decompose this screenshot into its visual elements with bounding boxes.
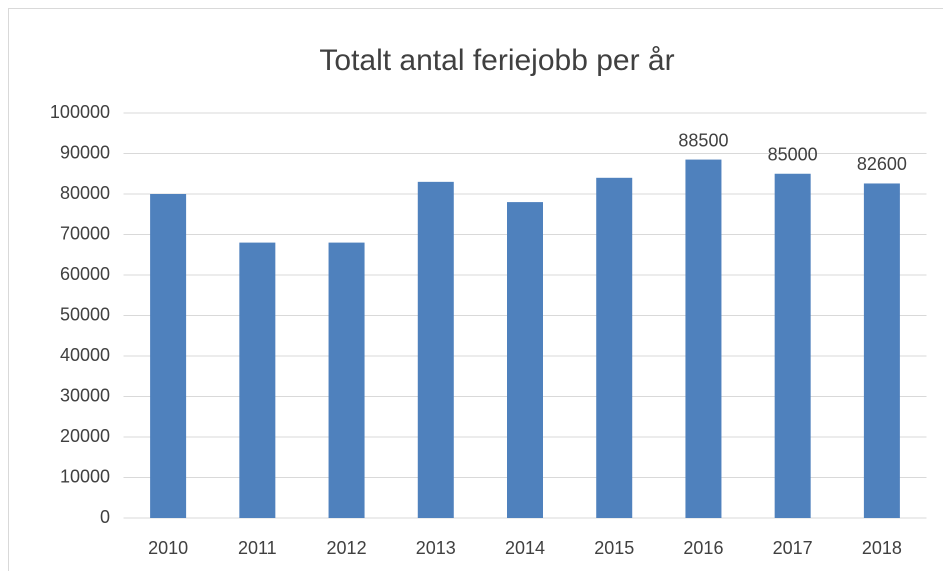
x-tick-label: 2014 — [505, 538, 545, 558]
chart-title: Totalt antal feriejobb per år — [319, 44, 674, 77]
y-tick-label: 30000 — [60, 385, 110, 405]
y-tick-label: 80000 — [60, 183, 110, 203]
y-tick-label: 20000 — [60, 426, 110, 446]
y-tick-label: 100000 — [50, 102, 110, 122]
bar — [239, 242, 276, 518]
chart-border — [8, 8, 943, 571]
x-tick-label: 2013 — [416, 538, 456, 558]
data-label: 85000 — [768, 145, 818, 165]
x-tick-label: 2016 — [683, 538, 723, 558]
x-tick-label: 2015 — [594, 538, 634, 558]
y-tick-label: 70000 — [60, 223, 110, 243]
bar — [596, 177, 633, 519]
y-tick-label: 10000 — [60, 466, 110, 486]
bar — [417, 181, 454, 518]
y-tick-label: 60000 — [60, 264, 110, 284]
bar — [507, 202, 543, 518]
bar — [863, 183, 900, 518]
x-tick-label: 2018 — [862, 538, 902, 558]
data-label: 82600 — [857, 154, 907, 174]
y-tick-label: 0 — [100, 507, 110, 527]
y-tick-label: 40000 — [60, 345, 110, 365]
bar — [774, 173, 811, 518]
y-tick-label: 90000 — [60, 142, 110, 162]
x-tick-label: 2010 — [148, 538, 188, 558]
x-tick-label: 2011 — [238, 538, 277, 558]
bar — [150, 194, 187, 518]
bar — [685, 159, 722, 518]
x-tick-label: 2017 — [773, 538, 813, 558]
y-tick-label: 50000 — [60, 304, 110, 324]
bar — [328, 242, 365, 518]
data-label: 88500 — [678, 130, 728, 150]
x-tick-label: 2012 — [327, 538, 367, 558]
